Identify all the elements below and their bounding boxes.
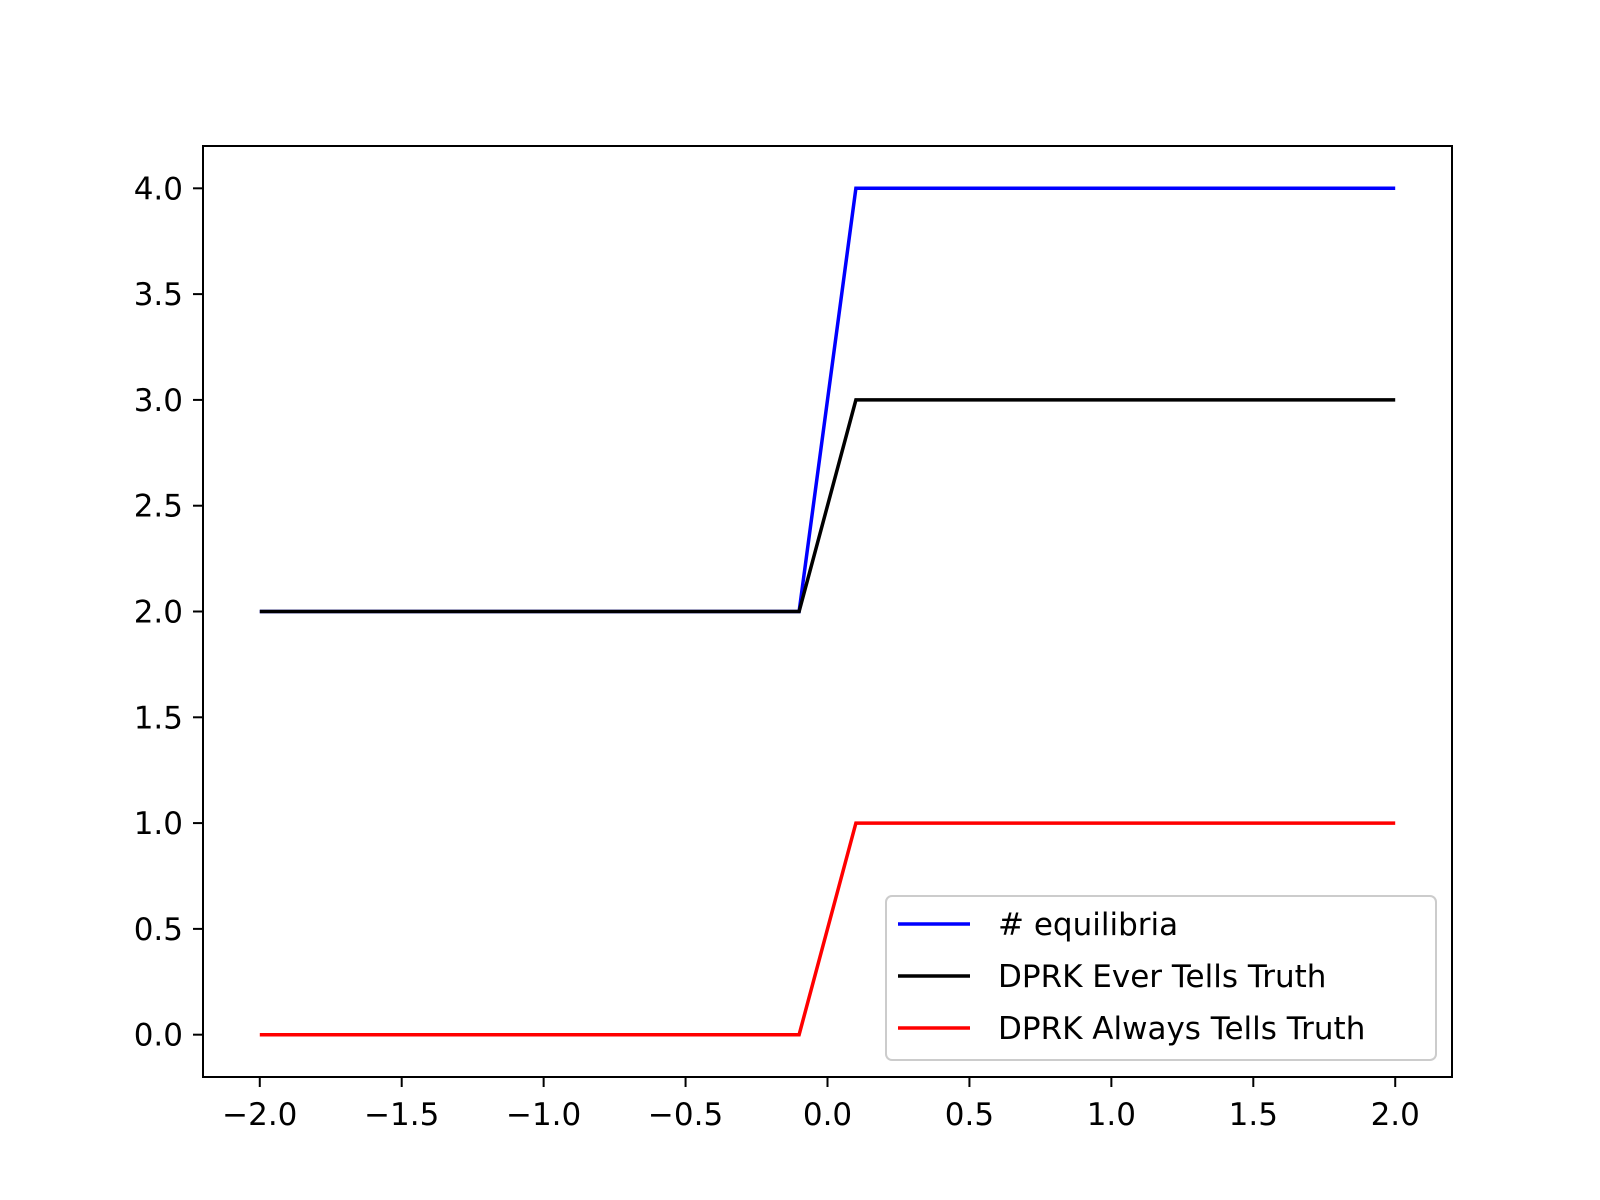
y-tick-label: 3.5 [134, 277, 183, 313]
y-axis: 0.0 0.5 1.0 1.5 2.0 2.5 3.0 3.5 4.0 [134, 171, 203, 1054]
x-tick-label: 1.5 [1229, 1097, 1278, 1133]
legend-label: # equilibria [998, 907, 1178, 943]
series-layer [259, 186, 1396, 1037]
legend-box [885, 895, 1437, 1061]
legend: # equilibria DPRK Ever Tells Truth DPRK Al… [885, 895, 1437, 1061]
series-line-1 [259, 398, 1396, 614]
y-tick-label: 0.0 [134, 1018, 183, 1054]
x-tick-label: 0.5 [945, 1097, 994, 1133]
y-tick-label: 4.0 [134, 171, 183, 207]
y-tick-label: 2.5 [134, 489, 183, 525]
x-axis: −2.0 −1.5 −1.0 −0.5 0.0 0.5 1.0 1.5 2.0 [222, 1077, 1420, 1133]
y-tick-label: 0.5 [134, 912, 183, 948]
x-tick-label: 1.0 [1087, 1097, 1136, 1133]
x-tick-label: −2.0 [222, 1097, 297, 1133]
x-tick-label: −1.5 [364, 1097, 439, 1133]
x-tick-label: 0.0 [803, 1097, 852, 1133]
y-tick-label: 1.0 [134, 806, 183, 842]
x-tick-label: −1.0 [506, 1097, 581, 1133]
y-tick-label: 1.5 [134, 700, 183, 736]
series-line-2 [259, 821, 1396, 1037]
legend-label: DPRK Always Tells Truth [998, 1011, 1365, 1047]
x-tick-label: 2.0 [1371, 1097, 1420, 1133]
x-tick-label: −0.5 [648, 1097, 723, 1133]
legend-label: DPRK Ever Tells Truth [998, 959, 1326, 995]
y-tick-label: 3.0 [134, 383, 183, 419]
y-tick-label: 2.0 [134, 595, 183, 631]
